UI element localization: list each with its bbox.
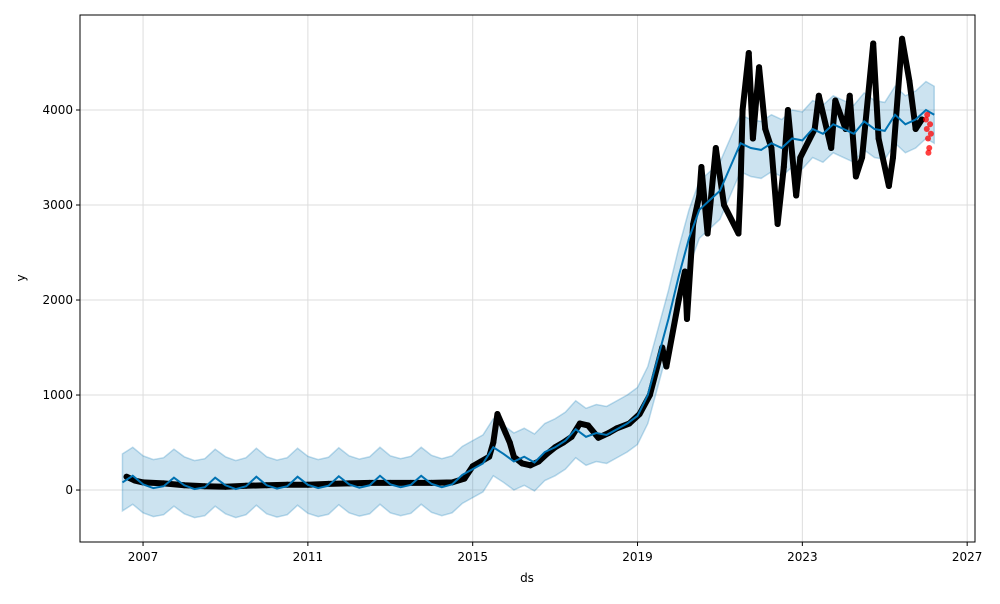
observed-point	[793, 192, 800, 199]
x-tick-label: 2007	[128, 550, 159, 564]
observed-point	[712, 145, 719, 152]
x-tick-label: 2023	[787, 550, 818, 564]
observed-point	[494, 411, 501, 418]
observed-point	[828, 145, 835, 152]
test-point	[926, 145, 933, 152]
observed-point	[735, 230, 742, 237]
observed-point	[875, 135, 882, 142]
y-axis: 0 1000 2000 3000 4000	[42, 103, 80, 497]
observed-point	[745, 50, 752, 57]
observed-point	[797, 154, 804, 161]
observed-point	[870, 40, 877, 47]
observed-point	[704, 230, 711, 237]
y-tick-label: 3000	[42, 198, 73, 212]
observed-point	[885, 183, 892, 190]
observed-point	[681, 268, 688, 275]
y-tick-label: 1000	[42, 388, 73, 402]
observed-point	[859, 154, 866, 161]
x-tick-label: 2027	[952, 550, 983, 564]
observed-point	[784, 107, 791, 114]
observed-point	[768, 145, 775, 152]
observed-point	[832, 97, 839, 104]
observed-point	[918, 116, 925, 123]
observed-point	[739, 107, 746, 114]
observed-point	[527, 462, 534, 469]
observed-point	[595, 434, 602, 441]
forecast-line-group	[121, 108, 935, 491]
forecast-line	[121, 108, 935, 491]
observed-point	[721, 202, 728, 209]
uncertainty-band-group	[121, 80, 935, 519]
observed-point	[846, 92, 853, 99]
observed-point	[749, 135, 756, 142]
test-point	[922, 116, 929, 123]
observed-point	[683, 316, 690, 323]
test-point	[927, 121, 934, 128]
observed-point	[585, 422, 592, 429]
observed-point	[756, 64, 763, 71]
observed-point	[663, 363, 670, 370]
test-point	[927, 130, 934, 137]
test-point	[925, 135, 932, 142]
observed-point	[889, 154, 896, 161]
uncertainty-band	[121, 80, 935, 519]
observed-point	[737, 183, 744, 190]
observed-points-group	[123, 35, 925, 490]
observed-point	[506, 439, 513, 446]
test-point	[924, 111, 931, 118]
observed-point	[519, 460, 526, 467]
observed-point	[696, 192, 703, 199]
observed-point	[461, 475, 468, 482]
observed-point	[906, 78, 913, 85]
x-tick-label: 2015	[457, 550, 488, 564]
observed-point	[510, 453, 517, 460]
observed-point	[675, 297, 682, 304]
y-tick-label: 0	[65, 483, 73, 497]
test-point	[923, 126, 930, 133]
x-tick-label: 2019	[622, 550, 653, 564]
y-axis-label: y	[14, 274, 28, 281]
observed-point	[502, 430, 509, 437]
observed-point	[852, 173, 859, 180]
plot-frame	[79, 14, 976, 543]
observed-point	[698, 164, 705, 171]
y-tick-label: 4000	[42, 103, 73, 117]
test-points-group	[922, 111, 934, 156]
observed-point	[815, 92, 822, 99]
x-axis-label: ds	[520, 571, 534, 585]
observed-point	[576, 420, 583, 427]
observed-point	[912, 126, 919, 133]
observed-point	[490, 439, 497, 446]
observed-point	[899, 35, 906, 42]
observed-point	[762, 126, 769, 133]
grid	[80, 15, 975, 542]
observed-point	[498, 420, 505, 427]
test-point	[925, 149, 932, 156]
y-tick-label: 2000	[42, 293, 73, 307]
x-axis: 2007 2011 2015 2019 2023 2027	[128, 542, 983, 564]
observed-point	[780, 164, 787, 171]
x-tick-label: 2011	[293, 550, 324, 564]
observed-point	[774, 221, 781, 228]
